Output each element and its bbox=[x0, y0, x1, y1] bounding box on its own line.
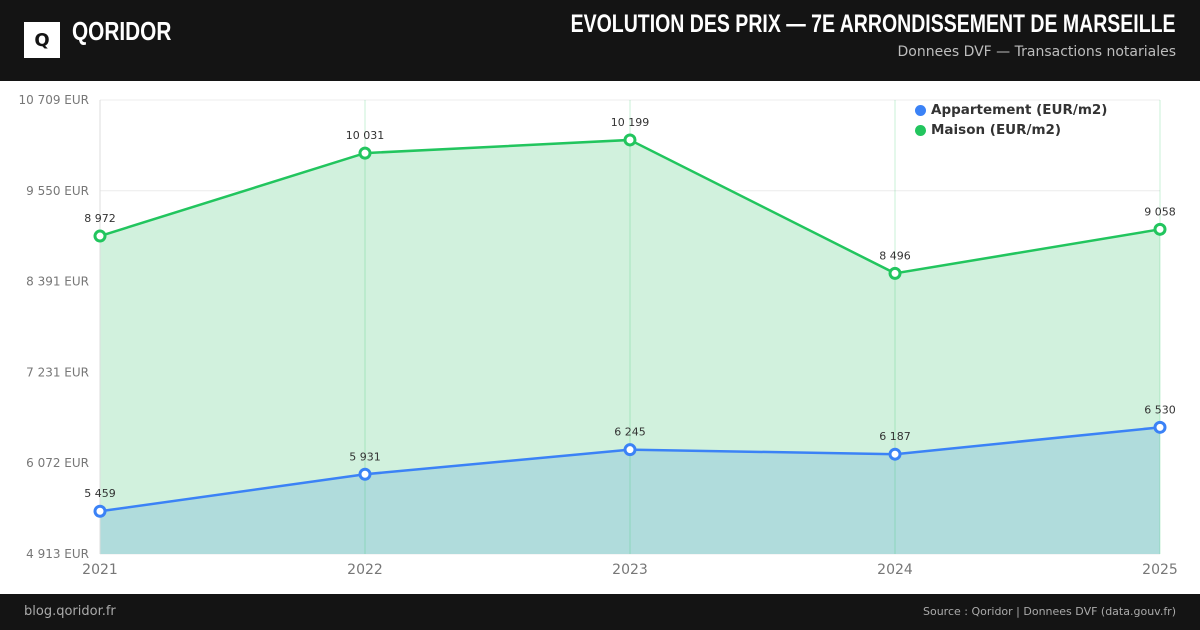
legend-label: Maison (EUR/m2) bbox=[931, 122, 1062, 138]
chart-title: EVOLUTION DES PRIX — 7E ARRONDISSEMENT D… bbox=[571, 10, 1176, 38]
data-point bbox=[1153, 222, 1167, 236]
data-point bbox=[623, 133, 637, 147]
legend-label: Appartement (EUR/m2) bbox=[931, 102, 1108, 118]
y-tick-label: 4 913 EUR bbox=[26, 547, 89, 561]
data-point bbox=[888, 266, 902, 280]
logo: Q bbox=[24, 22, 60, 58]
x-tick-label: 2021 bbox=[82, 562, 118, 578]
y-tick-label: 6 072 EUR bbox=[26, 456, 89, 470]
legend-dot bbox=[915, 124, 926, 136]
chart-subtitle: Donnees DVF — Transactions notariales bbox=[897, 44, 1177, 60]
legend: Appartement (EUR/m2) Maison (EUR/m2) bbox=[915, 100, 1107, 140]
legend-item-maison: Maison (EUR/m2) bbox=[915, 120, 1107, 140]
footer-source: Source : Qoridor | Donnees DVF (data.gou… bbox=[923, 605, 1176, 618]
data-point bbox=[888, 447, 902, 461]
data-label: 5 931 bbox=[349, 450, 381, 463]
data-point bbox=[93, 504, 107, 518]
data-label: 6 530 bbox=[1144, 403, 1176, 416]
y-tick-label: 8 391 EUR bbox=[26, 275, 89, 289]
footer: blog.qoridor.fr Source : Qoridor | Donne… bbox=[0, 594, 1200, 630]
data-point bbox=[358, 467, 372, 481]
y-tick-label: 9 550 EUR bbox=[26, 184, 89, 198]
legend-dot bbox=[915, 104, 926, 116]
legend-item-appartement: Appartement (EUR/m2) bbox=[915, 100, 1107, 120]
x-tick-label: 2024 bbox=[877, 562, 913, 578]
footer-site[interactable]: blog.qoridor.fr bbox=[24, 604, 116, 619]
y-tick-label: 7 231 EUR bbox=[26, 365, 89, 379]
x-tick-label: 2022 bbox=[347, 562, 383, 578]
x-tick-label: 2025 bbox=[1142, 562, 1178, 578]
data-label: 9 058 bbox=[1144, 205, 1176, 218]
data-label: 6 187 bbox=[879, 430, 911, 443]
data-point bbox=[358, 146, 372, 160]
data-point bbox=[623, 443, 637, 457]
brand-name: QORIDOR bbox=[72, 16, 172, 46]
data-label: 10 199 bbox=[611, 116, 650, 129]
data-point bbox=[93, 229, 107, 243]
data-point bbox=[1153, 420, 1167, 434]
header: Q QORIDOR EVOLUTION DES PRIX — 7E ARROND… bbox=[0, 0, 1200, 81]
y-tick-label: 10 709 EUR bbox=[18, 93, 89, 107]
data-label: 8 972 bbox=[84, 212, 116, 225]
data-label: 5 459 bbox=[84, 487, 116, 500]
data-label: 10 031 bbox=[346, 129, 385, 142]
data-label: 6 245 bbox=[614, 426, 646, 439]
data-label: 8 496 bbox=[879, 249, 911, 262]
x-tick-label: 2023 bbox=[612, 562, 648, 578]
